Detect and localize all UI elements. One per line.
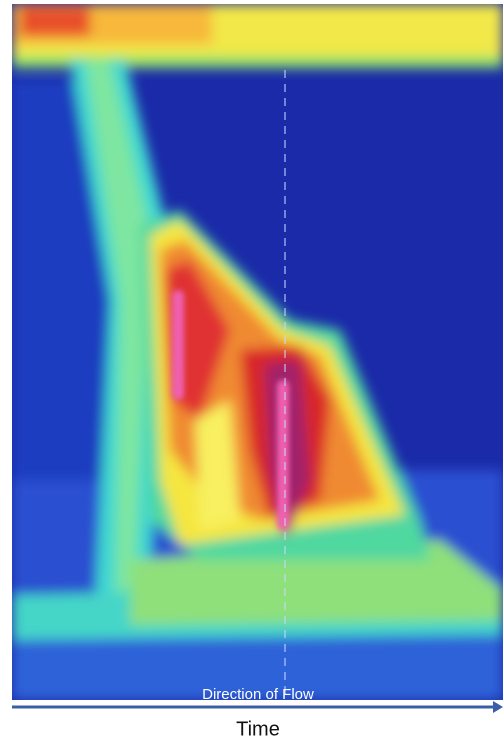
time-axis-label: Time: [236, 718, 280, 740]
heatmap: [12, 4, 503, 700]
flow-annotation: Direction of Flow: [202, 686, 314, 703]
